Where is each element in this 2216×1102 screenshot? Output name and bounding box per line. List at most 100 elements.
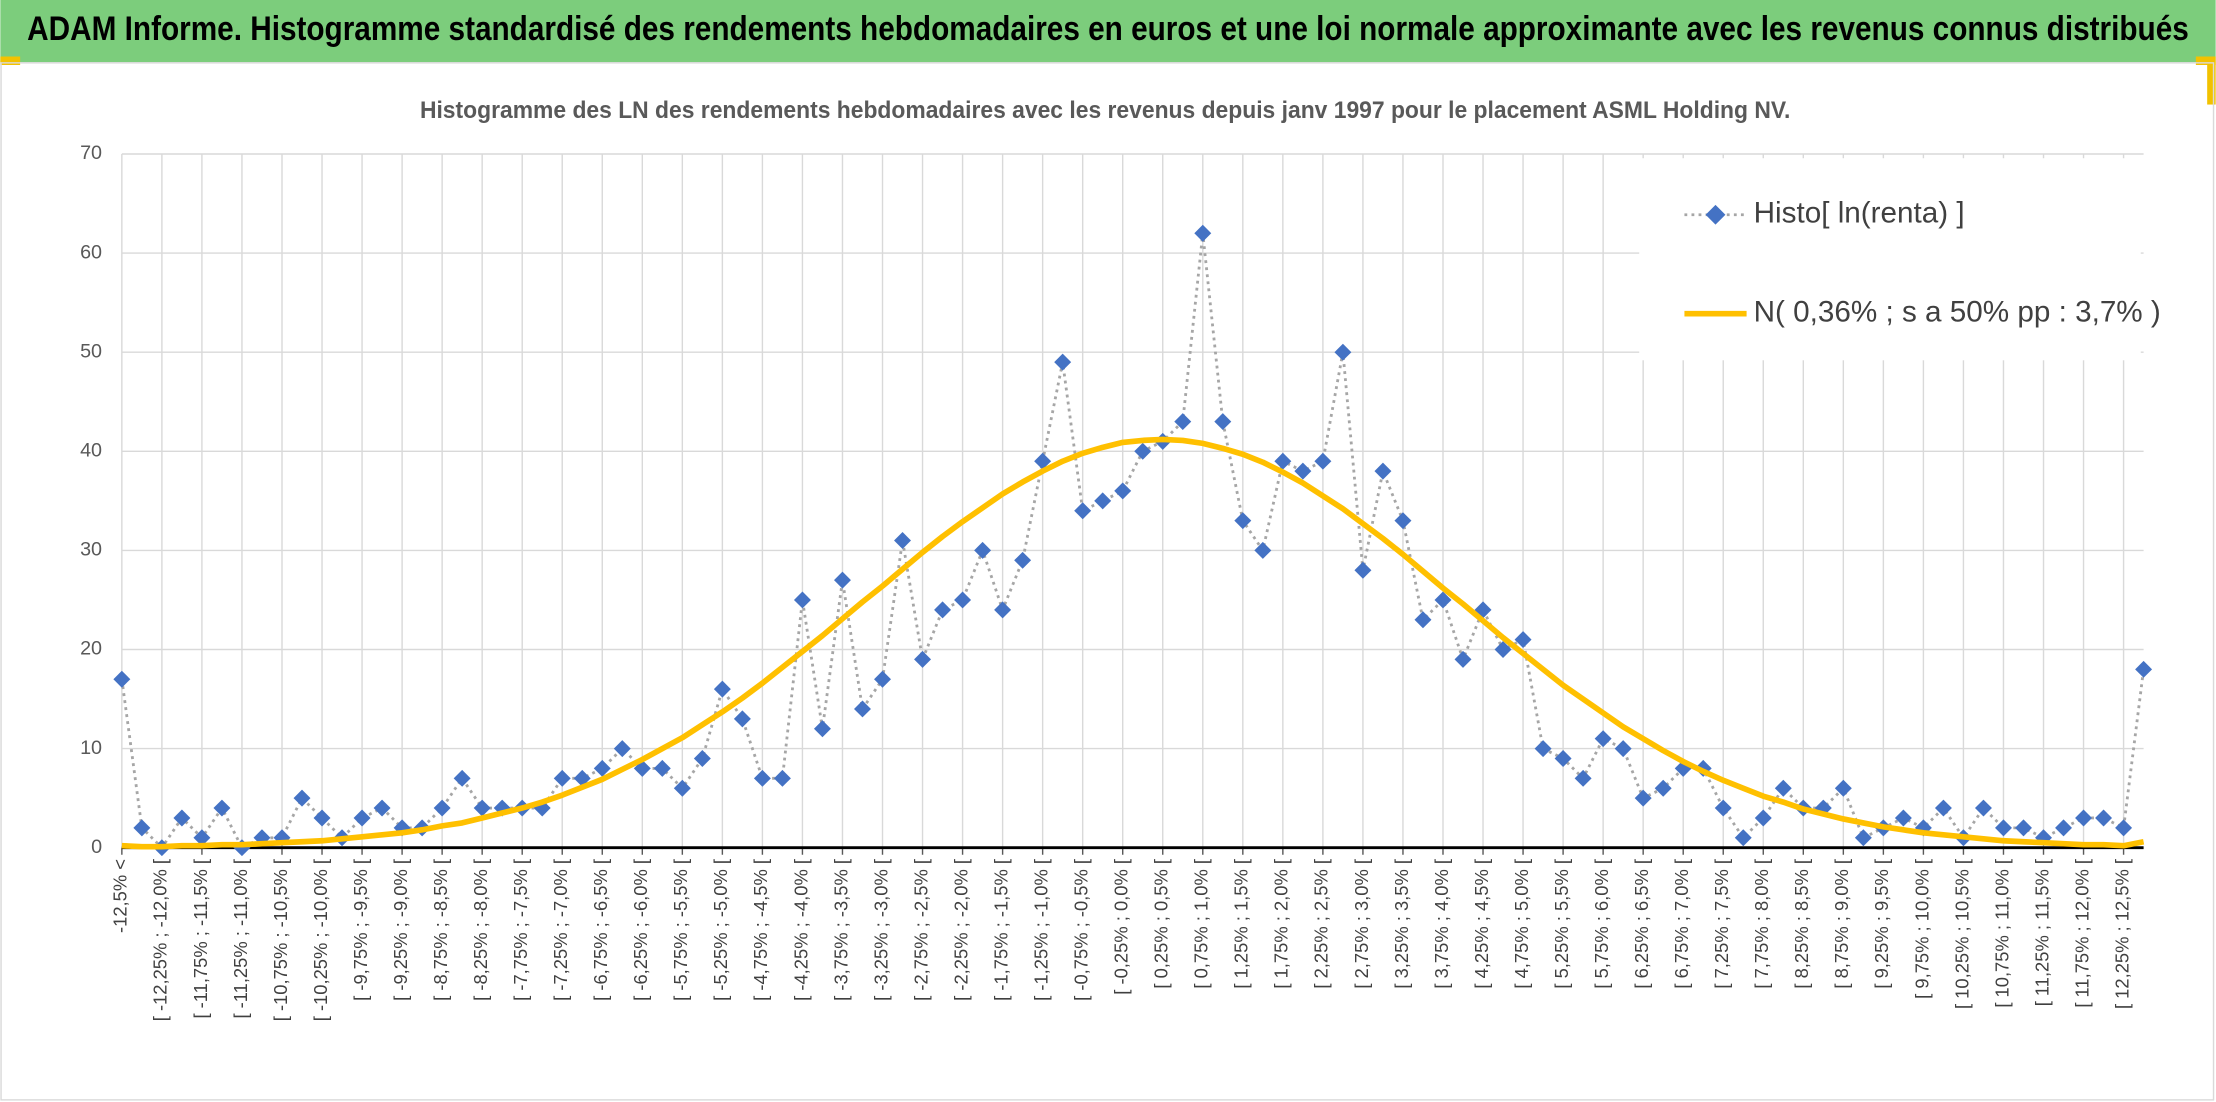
data-point <box>1534 740 1552 758</box>
y-tick-label: 50 <box>80 340 102 362</box>
data-point <box>473 799 491 817</box>
data-point <box>1554 750 1572 767</box>
x-tick-label: [ 6,25% ; 6,5% [ <box>1631 859 1652 989</box>
data-point <box>1114 482 1132 500</box>
data-point <box>974 541 992 559</box>
x-tick-label: [ -5,75% ; -5,5% [ <box>670 859 691 1001</box>
data-point <box>373 799 391 817</box>
data-point <box>753 769 771 787</box>
data-point <box>453 769 471 787</box>
series-line <box>121 436 2145 850</box>
x-tick-label: [ -2,25% ; -2,0% [ <box>950 859 971 1001</box>
x-tick-label: [ 3,25% ; 3,5% [ <box>1391 859 1412 989</box>
data-point <box>173 809 191 827</box>
data-point <box>1994 819 2012 837</box>
data-point <box>994 601 1012 619</box>
x-tick-label: [ -5,25% ; -5,0% [ <box>710 859 731 1001</box>
data-point <box>1094 492 1112 510</box>
x-tick-label: [ 0,75% ; 1,0% [ <box>1191 859 1212 989</box>
x-tick-label: [ -4,75% ; -4,5% [ <box>750 859 771 1001</box>
data-point <box>2135 660 2153 678</box>
x-tick-label: [ 4,75% ; 5,0% [ <box>1511 859 1532 989</box>
data-point <box>353 809 371 827</box>
chart-subtitle: Histogramme des LN des rendements hebdom… <box>420 97 1790 124</box>
x-tick-label: [ 0,25% ; 0,5% [ <box>1151 859 1172 989</box>
data-point <box>1894 809 1912 827</box>
data-point <box>313 809 331 827</box>
data-point <box>894 532 912 549</box>
x-tick-label: [ 5,75% ; 6,0% [ <box>1591 859 1612 989</box>
x-tick-label: [ -1,75% ; -1,5% [ <box>990 859 1011 1001</box>
data-point <box>433 799 451 817</box>
x-tick-label: [ -10,75% ; -10,5% [ <box>270 859 291 1021</box>
x-tick-label: [ 3,75% ; 4,0% [ <box>1431 859 1452 989</box>
x-tick-label: [ -1,25% ; -1,0% [ <box>1030 859 1051 1001</box>
y-tick-label: 0 <box>91 836 102 858</box>
data-point <box>1774 779 1792 797</box>
data-point <box>1714 799 1732 817</box>
legend-label: N( 0,36% ; s a 50% pp : 3,7% ) <box>1754 295 2161 328</box>
data-point <box>833 571 851 589</box>
data-point <box>553 769 571 787</box>
x-tick-label: [ 12,25% ; 12,5% [ <box>2111 859 2132 1009</box>
x-tick-label: [ 9,75% ; 10,0% [ <box>1911 859 1932 999</box>
y-tick-label: 30 <box>80 539 102 561</box>
data-point <box>1354 561 1372 579</box>
x-tick-label: [ -10,25% ; -10,0% [ <box>310 859 331 1021</box>
data-point <box>1634 789 1652 807</box>
data-point <box>1294 462 1312 480</box>
data-point <box>1754 809 1772 827</box>
data-point <box>613 740 631 758</box>
x-tick-label: [ -11,25% ; -11,0% [ <box>230 859 251 1019</box>
data-point <box>1254 541 1272 559</box>
x-tick-label: [ 8,25% ; 8,5% [ <box>1791 859 1812 989</box>
data-point <box>1314 452 1332 470</box>
data-point <box>213 799 231 817</box>
x-tick-label: [ -12,25% ; -12,0% [ <box>150 859 171 1021</box>
data-point <box>874 670 891 688</box>
data-point <box>2075 809 2093 827</box>
x-tick-label: [ -9,75% ; -9,5% [ <box>350 859 371 1001</box>
data-point <box>713 680 731 698</box>
data-point <box>813 720 831 738</box>
x-tick-label: [ 10,75% ; 11,0% [ <box>1991 859 2012 1008</box>
x-tick-label: [ -0,75% ; -0,5% [ <box>1071 859 1092 1001</box>
data-point <box>1214 413 1232 431</box>
data-point <box>2015 819 2032 837</box>
accent <box>2195 56 2216 65</box>
page-title: ADAM Informe. Histogramme standardisé de… <box>27 10 2189 48</box>
data-point <box>593 759 611 777</box>
x-tick-label: [ 7,75% ; 8,0% [ <box>1751 859 1772 989</box>
x-tick-label: [ 5,25% ; 5,5% [ <box>1551 859 1572 989</box>
accent <box>0 56 21 65</box>
x-tick-label: [ 11,75% ; 12,0% [ <box>2071 859 2092 1008</box>
x-tick-label: [ 11,25% ; 11,5% [ <box>2031 859 2052 1006</box>
data-point <box>113 670 131 688</box>
x-tick-label: [ -8,75% ; -8,5% [ <box>430 859 451 1001</box>
y-tick-label: 10 <box>80 737 102 759</box>
x-tick-label: [ -11,75% ; -11,5% [ <box>190 859 211 1019</box>
data-point <box>733 710 751 728</box>
data-point <box>1134 442 1152 460</box>
x-tick-label: [ 6,75% ; 7,0% [ <box>1671 859 1692 989</box>
x-tick-label: [ -6,25% ; -6,0% [ <box>630 859 651 1001</box>
data-point <box>1854 829 1872 847</box>
y-tick-label: 40 <box>80 440 102 462</box>
x-tick-label: [ -2,75% ; -2,5% [ <box>910 859 931 1001</box>
x-tick-label: [ 7,25% ; 7,5% [ <box>1711 859 1732 989</box>
data-point <box>653 759 671 777</box>
data-point <box>854 700 871 718</box>
legend-label: Histo[ ln(renta) ] <box>1754 197 1965 230</box>
data-point <box>1834 779 1852 797</box>
legend-marker <box>1705 204 1726 225</box>
data-point <box>2055 819 2073 837</box>
x-tick-label: [ -3,25% ; -3,0% [ <box>870 859 891 1001</box>
data-point <box>293 789 311 807</box>
data-point <box>1034 452 1052 470</box>
data-point <box>793 591 811 609</box>
data-point <box>934 601 952 619</box>
x-tick-label: [ 2,75% ; 3,0% [ <box>1351 859 1372 989</box>
data-point <box>1334 343 1352 361</box>
